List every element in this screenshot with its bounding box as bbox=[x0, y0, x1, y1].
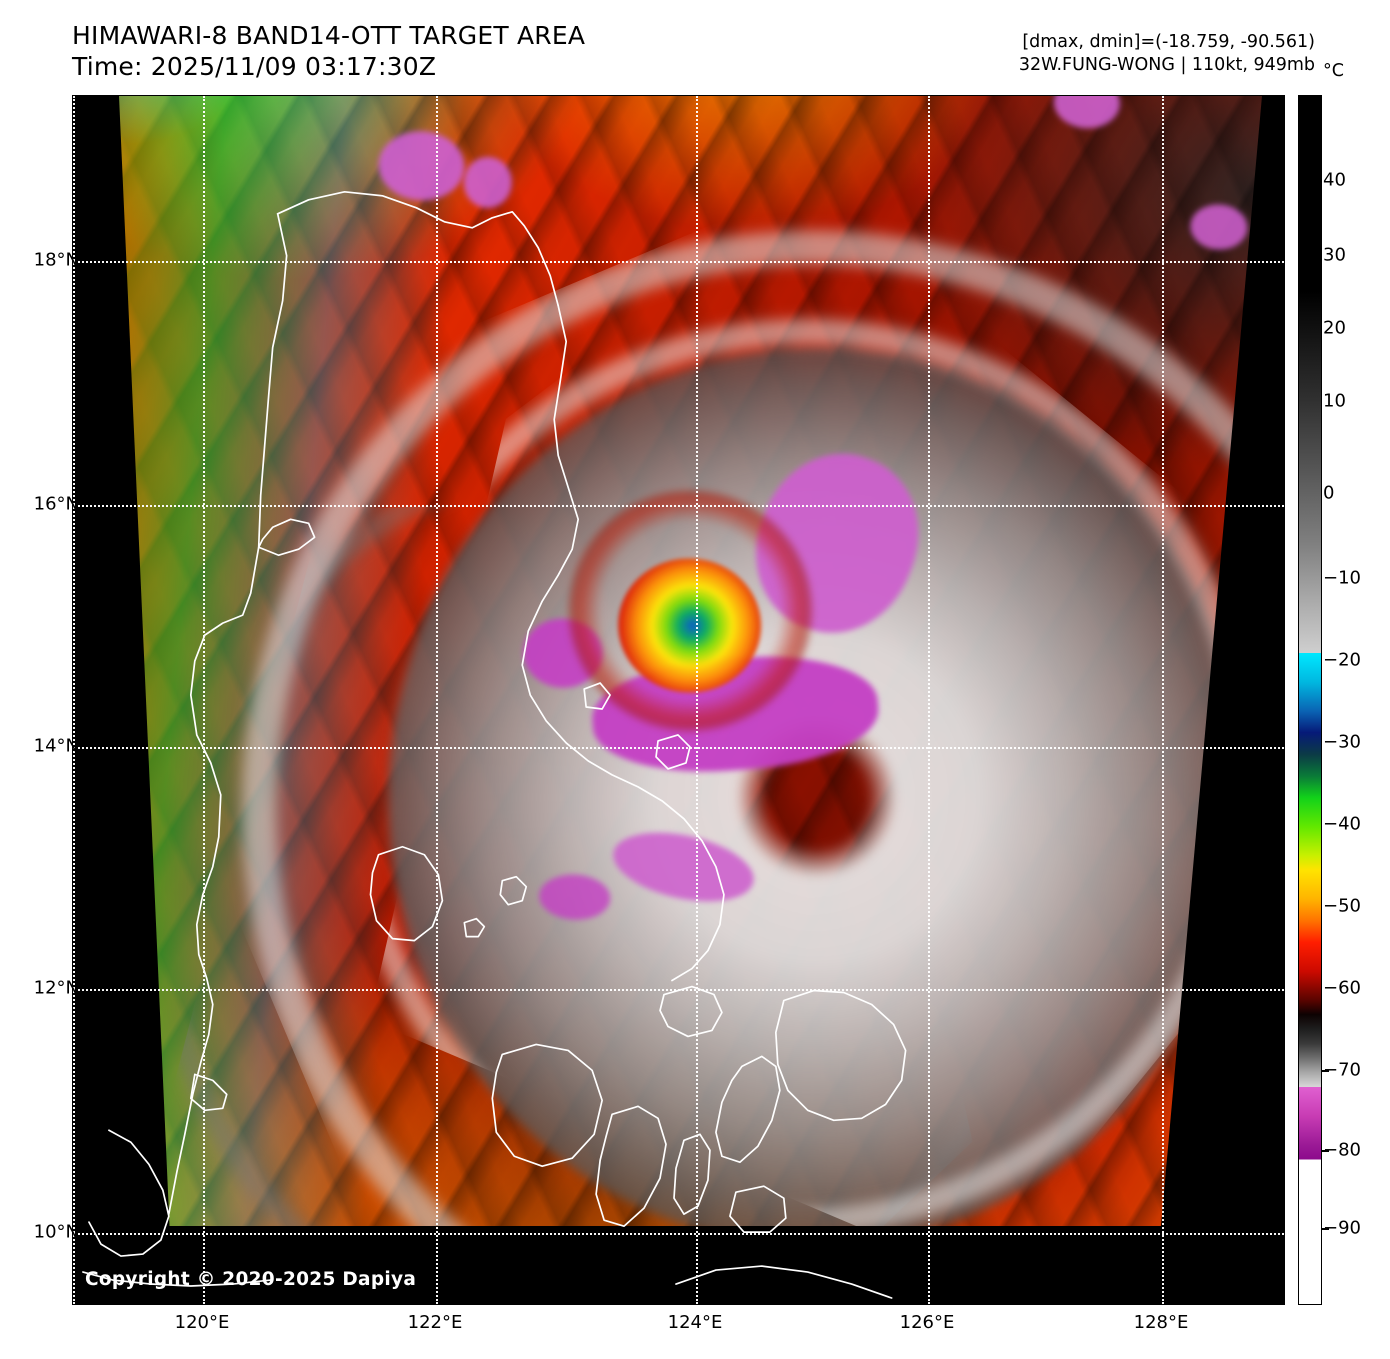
coast-mindoro bbox=[369, 845, 444, 942]
coast-marinduque bbox=[499, 875, 528, 906]
gridline-lon-124 bbox=[696, 96, 698, 1304]
coast-luzon-east bbox=[521, 304, 725, 982]
colorbar-gradient bbox=[1299, 96, 1321, 1304]
coast-polillo bbox=[583, 682, 611, 710]
gridline-lon-120 bbox=[203, 96, 205, 1304]
colorbar-tick-40: 40 bbox=[1323, 169, 1346, 191]
gridline-lat-18 bbox=[73, 261, 1284, 263]
gridline-lat-12 bbox=[73, 989, 1284, 991]
gridline-lon-122 bbox=[436, 96, 438, 1304]
colorbar-tick-20: 20 bbox=[1323, 317, 1346, 339]
satellite-image-plot[interactable]: Copyright © 2020-2025 Dapiya bbox=[72, 95, 1285, 1305]
colorbar-tick-m50: −50 bbox=[1323, 895, 1361, 917]
colorbar-tick-m10: −10 bbox=[1323, 567, 1361, 589]
coast-island-nw bbox=[189, 1073, 228, 1112]
colorbar-tick-m60: −60 bbox=[1323, 977, 1361, 999]
coast-lingayen-bay bbox=[257, 518, 316, 557]
coast-samar bbox=[774, 989, 907, 1122]
lat-label-18n: 18°N bbox=[33, 249, 79, 271]
gridline-lat-16 bbox=[73, 505, 1284, 507]
coast-leyte bbox=[715, 1055, 781, 1164]
graticule bbox=[73, 96, 1284, 1304]
copyright-label: Copyright © 2020-2025 Dapiya bbox=[85, 1269, 417, 1290]
colorbar-tick-10: 10 bbox=[1323, 390, 1346, 412]
colorbar-tick-30: 30 bbox=[1323, 244, 1346, 266]
coast-bohol bbox=[729, 1185, 787, 1233]
lat-label-16n: 16°N bbox=[33, 493, 79, 515]
coastline-overlay bbox=[82, 190, 907, 1299]
coast-catanduanes bbox=[655, 734, 691, 770]
colorbar-tick-m40: −40 bbox=[1323, 813, 1361, 835]
plot-inner: Copyright © 2020-2025 Dapiya bbox=[73, 96, 1284, 1304]
lon-label-128e: 128°E bbox=[1133, 1312, 1189, 1333]
data-range-label: [dmax, dmin]=(-18.759, -90.561) bbox=[1022, 32, 1315, 52]
lon-label-124e: 124°E bbox=[667, 1312, 723, 1333]
lat-label-14n: 14°N bbox=[33, 735, 79, 757]
coast-panay bbox=[491, 1043, 603, 1168]
colorbar-tick-m30: −30 bbox=[1323, 731, 1361, 753]
colorbar-tick-m70: −70 bbox=[1323, 1059, 1361, 1081]
colorbar-unit-label: °C bbox=[1323, 61, 1344, 81]
page-title: HIMAWARI-8 BAND14-OTT TARGET AREA bbox=[72, 21, 586, 50]
colorbar-tickmark-m90 bbox=[1322, 1228, 1329, 1230]
gridline-lon-126 bbox=[928, 96, 930, 1304]
colorbar-tick-m20: −20 bbox=[1323, 649, 1361, 671]
lon-label-120e: 120°E bbox=[174, 1312, 230, 1333]
lat-label-10n: 10°N bbox=[33, 1221, 79, 1243]
colorbar-tick-m80: −80 bbox=[1323, 1139, 1361, 1161]
gridline-lat-10 bbox=[73, 1233, 1284, 1235]
coast-palawan-south bbox=[82, 1271, 272, 1287]
gridline-lon-128 bbox=[1162, 96, 1164, 1304]
colorbar-tickmark-m70 bbox=[1322, 1070, 1329, 1072]
header-title-block: HIMAWARI-8 BAND14-OTT TARGET AREA Time: … bbox=[72, 20, 585, 82]
coast-luzon-north bbox=[276, 190, 560, 307]
storm-info-label: 32W.FUNG-WONG | 110kt, 949mb bbox=[1018, 55, 1315, 75]
no-data-region-bottom bbox=[73, 1226, 1284, 1304]
coast-negros bbox=[595, 1105, 667, 1227]
coast-palawan bbox=[88, 1129, 170, 1257]
timestamp-line: Time: 2025/11/09 03:17:30Z bbox=[72, 52, 437, 81]
colorbar-tickmark-m80 bbox=[1322, 1150, 1329, 1152]
header-metadata-block: [dmax, dmin]=(-18.759, -90.561) 32W.FUNG… bbox=[1019, 31, 1315, 77]
lon-label-122e: 122°E bbox=[407, 1312, 463, 1333]
coast-mindanao-north bbox=[675, 1265, 893, 1299]
lon-label-126e: 126°E bbox=[899, 1312, 955, 1333]
colorbar-tick-m90: −90 bbox=[1323, 1217, 1361, 1239]
lat-label-12n: 12°N bbox=[33, 977, 79, 999]
colorbar[interactable] bbox=[1298, 95, 1322, 1305]
gridline-lat-14 bbox=[73, 747, 1284, 749]
coast-small-island-1 bbox=[463, 917, 486, 938]
colorbar-tick-0: 0 bbox=[1323, 482, 1335, 504]
